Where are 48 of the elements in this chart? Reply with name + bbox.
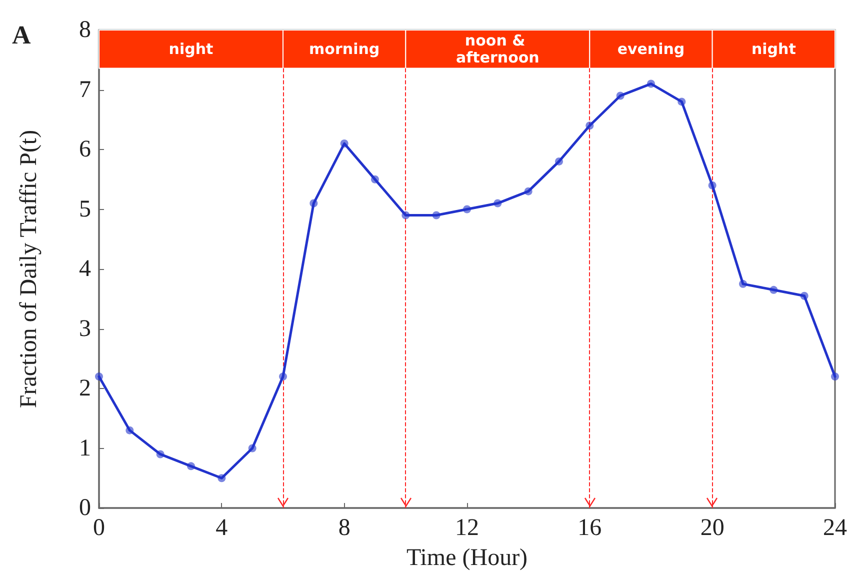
point: [831, 372, 839, 381]
point: [248, 444, 256, 452]
band-label: noon & afternoon: [456, 32, 540, 67]
point: [494, 199, 502, 208]
y-tick-label: 1: [79, 435, 91, 462]
point: [126, 426, 134, 434]
point: [647, 80, 655, 88]
point: [770, 286, 778, 294]
point: [156, 450, 164, 458]
y-tick-label: 5: [79, 196, 91, 222]
point: [708, 181, 716, 190]
band-label: night: [168, 40, 214, 58]
point: [218, 474, 226, 482]
point: [371, 175, 379, 184]
y-tick-label: 8: [79, 17, 91, 43]
text: A: [12, 20, 31, 50]
point: [463, 205, 471, 214]
y-tick-label: 6: [79, 136, 91, 162]
band-label: evening: [617, 40, 685, 58]
x-tick-label: 20: [700, 515, 724, 541]
x-tick-label: 24: [823, 515, 847, 541]
y-tick-label: 3: [79, 316, 91, 342]
y-axis-title: Fraction of Daily Traffic P(t): [16, 130, 42, 408]
x-axis-title: Time (Hour): [406, 545, 528, 571]
x-tick-label: 12: [455, 515, 479, 541]
point: [279, 372, 287, 381]
band-label: night: [751, 40, 796, 58]
point: [310, 199, 318, 208]
x-tick-label: 8: [338, 515, 350, 541]
point: [187, 462, 195, 470]
point: [586, 122, 594, 130]
y-tick-label: 4: [79, 256, 91, 282]
y-tick-label: 2: [79, 376, 91, 402]
x-tick-label: 16: [578, 515, 602, 541]
y-tick-label: 7: [79, 76, 91, 103]
y-tick-label: 0: [79, 495, 91, 521]
point: [555, 157, 563, 166]
x-tick-label: 4: [216, 515, 228, 541]
band-label: morning: [309, 40, 380, 58]
point: [616, 92, 624, 100]
point: [432, 211, 440, 220]
point: [739, 280, 747, 288]
point: [340, 140, 348, 148]
point: [95, 372, 103, 381]
point: [402, 211, 410, 220]
point: [800, 292, 808, 300]
point: [678, 98, 686, 106]
point: [524, 187, 532, 196]
